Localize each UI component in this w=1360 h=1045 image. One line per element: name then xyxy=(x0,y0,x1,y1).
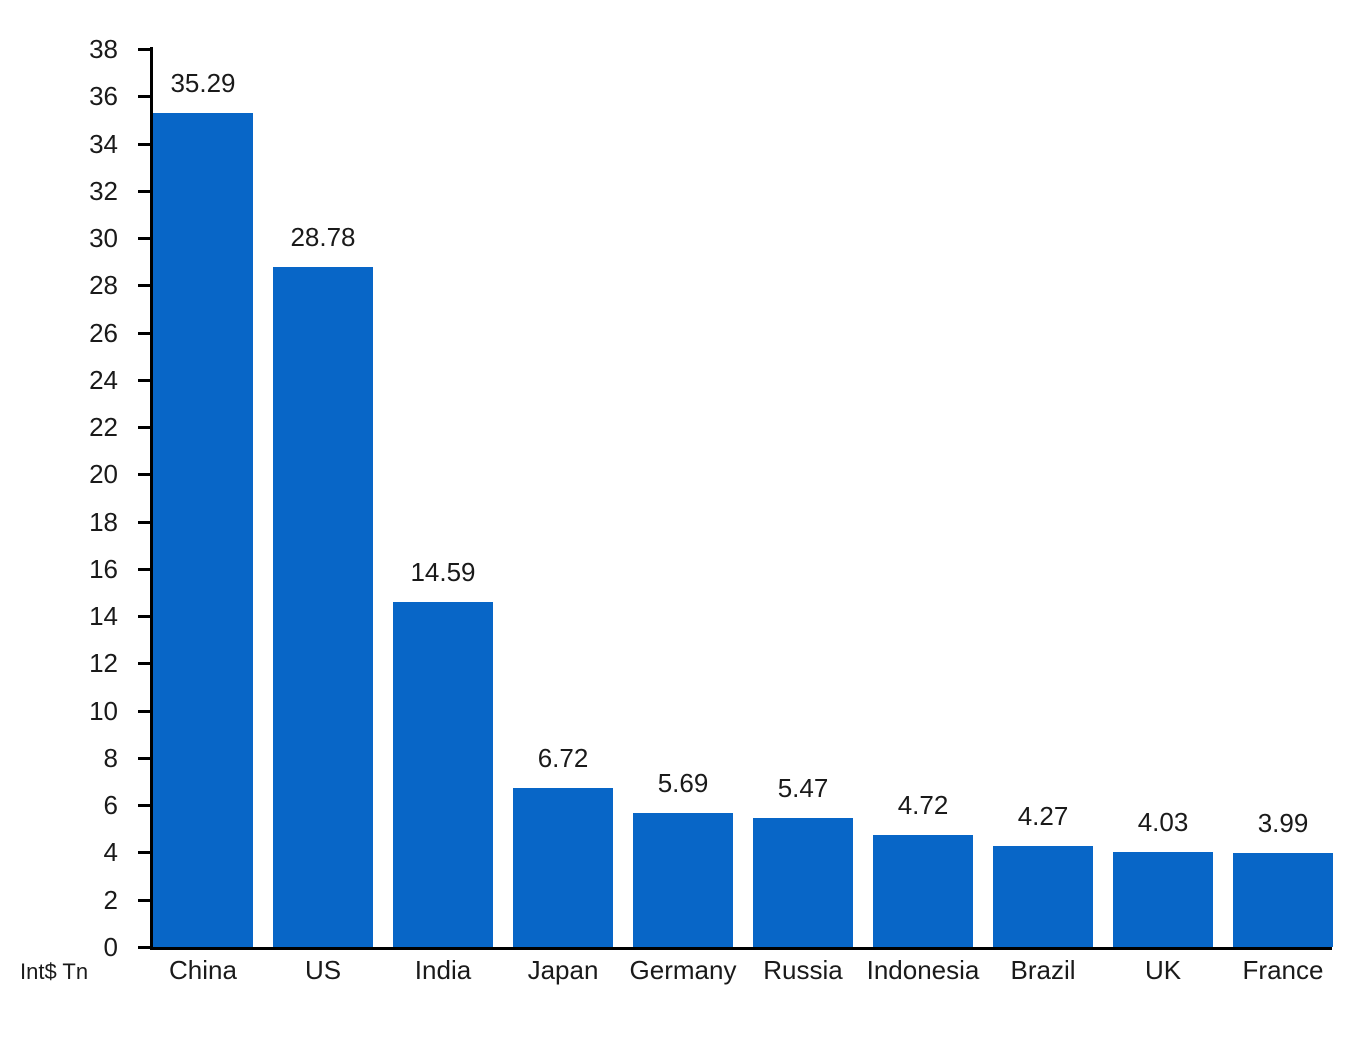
bar xyxy=(513,788,613,947)
y-tick-mark xyxy=(138,851,151,854)
bar xyxy=(1233,853,1333,947)
y-tick-label: 20 xyxy=(89,459,118,489)
bar-value-label: 14.59 xyxy=(410,557,476,587)
bar xyxy=(633,813,733,947)
x-category-label: Russia xyxy=(763,955,843,985)
x-category-label: US xyxy=(304,955,342,985)
bar-value-label: 4.72 xyxy=(897,790,949,820)
y-tick-mark xyxy=(138,379,151,382)
bar xyxy=(153,113,253,947)
y-tick-label: 26 xyxy=(89,318,118,348)
y-tick-mark xyxy=(138,190,151,193)
y-tick-label: 28 xyxy=(89,270,118,300)
x-category-label: China xyxy=(169,955,237,985)
y-tick-label: 38 xyxy=(89,34,118,64)
x-category-label: Germany xyxy=(629,955,737,985)
bar-value-label: 35.29 xyxy=(170,68,236,98)
y-tick-label: 22 xyxy=(89,412,118,442)
y-tick-label: 0 xyxy=(103,932,118,962)
y-axis-unit-label: Int$ Tn xyxy=(20,959,89,984)
x-category-label: France xyxy=(1242,955,1324,985)
x-category-label: India xyxy=(414,955,472,985)
y-tick-label: 10 xyxy=(89,696,118,726)
y-tick-mark xyxy=(138,426,151,429)
y-tick-label: 8 xyxy=(103,743,118,773)
bar xyxy=(993,846,1093,947)
y-axis-line xyxy=(150,47,153,950)
y-tick-label: 32 xyxy=(89,176,118,206)
y-tick-label: 24 xyxy=(89,365,118,395)
y-tick-mark xyxy=(138,284,151,287)
y-tick-mark xyxy=(138,710,151,713)
y-tick-label: 18 xyxy=(89,507,118,537)
bar xyxy=(1113,852,1213,947)
bar-value-label: 28.78 xyxy=(290,222,356,252)
y-tick-mark xyxy=(138,332,151,335)
bar-value-label: 4.03 xyxy=(1137,807,1189,837)
y-tick-mark xyxy=(138,804,151,807)
y-tick-label: 36 xyxy=(89,81,118,111)
y-tick-label: 34 xyxy=(89,129,118,159)
bar xyxy=(393,602,493,947)
bar-value-label: 5.69 xyxy=(657,768,709,798)
y-tick-label: 2 xyxy=(103,885,118,915)
x-category-label: Japan xyxy=(527,955,599,985)
y-tick-mark xyxy=(138,568,151,571)
y-tick-label: 14 xyxy=(89,601,118,631)
bar-value-label: 4.27 xyxy=(1017,801,1069,831)
y-tick-mark xyxy=(138,662,151,665)
y-tick-mark xyxy=(138,143,151,146)
y-tick-mark xyxy=(138,899,151,902)
y-tick-label: 4 xyxy=(103,837,118,867)
y-tick-mark xyxy=(138,757,151,760)
x-category-label: UK xyxy=(1144,955,1182,985)
y-tick-mark xyxy=(138,95,151,98)
bar xyxy=(753,818,853,947)
y-tick-mark xyxy=(138,473,151,476)
y-tick-mark xyxy=(138,615,151,618)
bar xyxy=(273,267,373,947)
y-tick-label: 16 xyxy=(89,554,118,584)
y-tick-mark xyxy=(138,237,151,240)
y-tick-label: 30 xyxy=(89,223,118,253)
x-category-label: Brazil xyxy=(1010,955,1076,985)
bar-value-label: 6.72 xyxy=(537,743,589,773)
bar-value-label: 5.47 xyxy=(777,773,829,803)
x-axis-line xyxy=(150,947,1332,950)
bar xyxy=(873,835,973,947)
y-tick-mark xyxy=(138,48,151,51)
x-category-label: Indonesia xyxy=(866,955,980,985)
y-tick-mark xyxy=(138,946,151,949)
y-tick-mark xyxy=(138,521,151,524)
bar-value-label: 3.99 xyxy=(1257,808,1309,838)
y-tick-label: 12 xyxy=(89,648,118,678)
y-tick-label: 6 xyxy=(103,790,118,820)
